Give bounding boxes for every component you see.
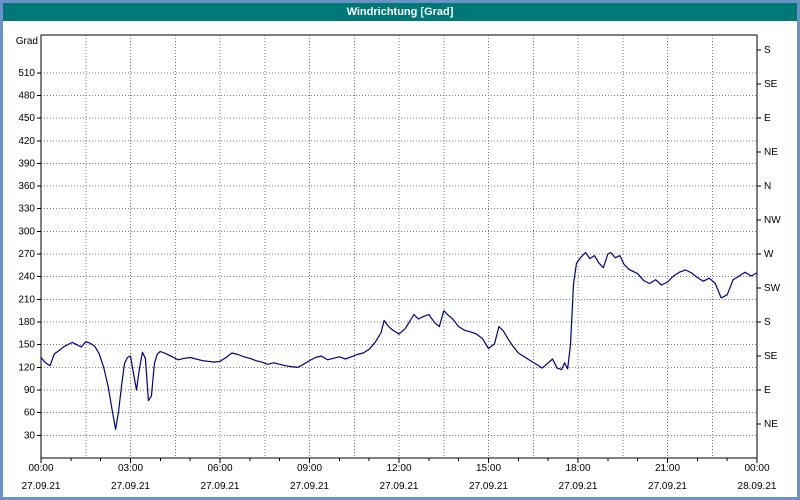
y-tick-label: 330 [18, 204, 35, 215]
compass-label: W [764, 249, 774, 260]
x-time-label: 21:00 [655, 463, 680, 474]
compass-label: SE [764, 79, 778, 90]
wind-direction-chart: 30 60 90 120 150 180 210 240 270 300 330 360 390 420 4… [16, 34, 781, 492]
y-tick-label: 120 [18, 362, 35, 373]
x-date-label: 27.09.21 [111, 481, 150, 492]
x-time-label: 03:00 [118, 463, 143, 474]
x-date-label: 27.09.21 [469, 481, 508, 492]
compass-label: N [764, 181, 771, 192]
compass-label: E [764, 385, 771, 396]
y-tick-label: 30 [24, 430, 36, 441]
y-tick-label: 510 [18, 68, 35, 79]
y-tick-label: 300 [18, 226, 35, 237]
y-tick-label: 180 [18, 317, 35, 328]
y-tick-label: 210 [18, 294, 35, 305]
compass-label: S [764, 45, 771, 56]
y-axis-unit-label: Grad [16, 36, 38, 47]
x-time-label: 18:00 [565, 463, 590, 474]
x-date-label: 27.09.21 [648, 481, 687, 492]
x-date-label: 28.09.21 [738, 481, 777, 492]
y-tick-label: 420 [18, 136, 35, 147]
compass-label: SW [764, 283, 781, 294]
y-tick-label: 390 [18, 158, 35, 169]
data-line [40, 251, 758, 430]
y-tick-label: 90 [24, 385, 36, 396]
x-time-label: 06:00 [207, 463, 232, 474]
compass-label: S [764, 317, 771, 328]
x-date-label: 27.09.21 [559, 481, 598, 492]
compass-label: E [764, 113, 771, 124]
y-tick-label: 60 [24, 408, 36, 419]
x-time-label: 00:00 [28, 463, 53, 474]
y-tick-label: 150 [18, 340, 35, 351]
compass-label: NE [764, 419, 778, 430]
x-time-label: 09:00 [297, 463, 322, 474]
y-tick-label: 270 [18, 249, 35, 260]
x-time-label: 00:00 [744, 463, 769, 474]
x-date-label: 27.09.21 [380, 481, 419, 492]
window-title: Windrichtung [Grad] [346, 6, 454, 18]
x-time-label: 15:00 [476, 463, 501, 474]
y-tick-label: 450 [18, 113, 35, 124]
x-date-label: 27.09.21 [22, 481, 61, 492]
x-date-label: 27.09.21 [290, 481, 329, 492]
window-titlebar: Windrichtung [Grad] [3, 3, 797, 21]
y-tick-label: 480 [18, 90, 35, 101]
compass-label: NW [764, 215, 781, 226]
compass-label: NE [764, 147, 778, 158]
y-tick-label: 360 [18, 181, 35, 192]
x-time-label: 12:00 [386, 463, 411, 474]
x-date-label: 27.09.21 [201, 481, 240, 492]
plot-area [41, 35, 757, 458]
compass-label: SE [764, 351, 778, 362]
y-tick-label: 240 [18, 272, 35, 283]
